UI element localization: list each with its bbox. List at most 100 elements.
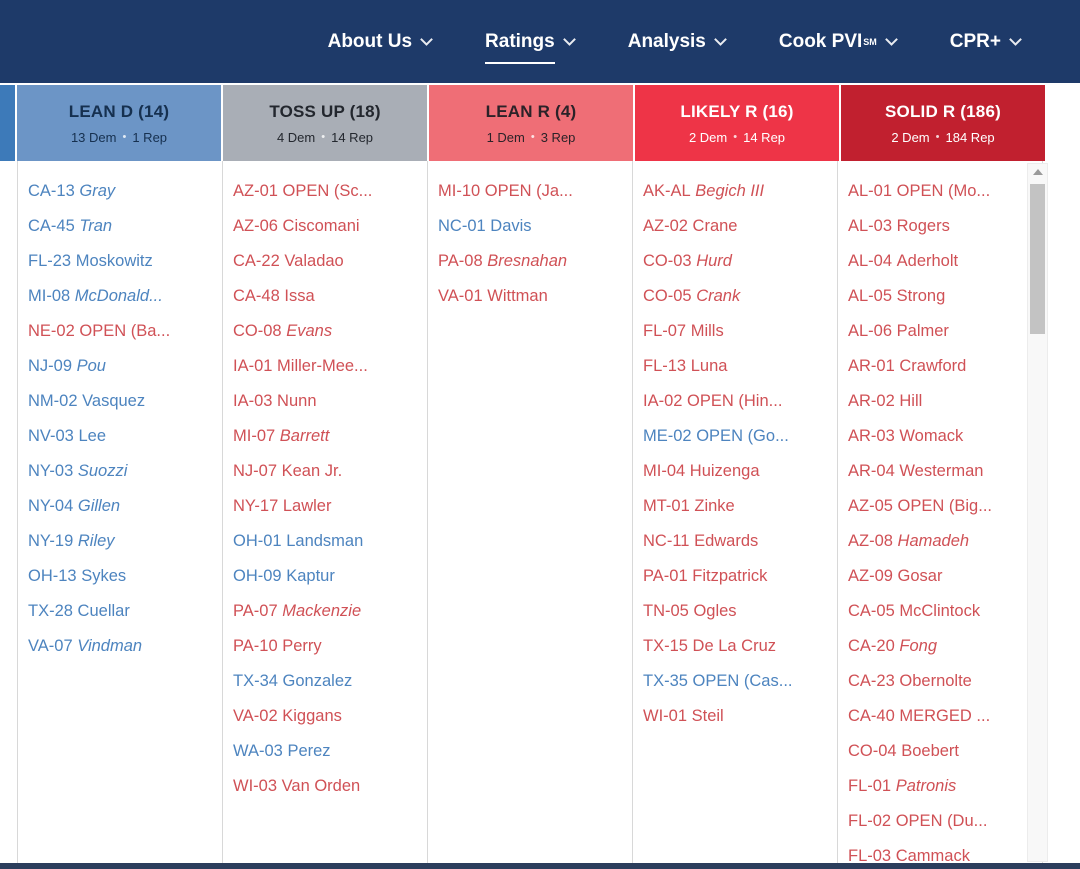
race-item-wi-01[interactable]: WI-01 Steil <box>643 699 837 734</box>
race-item-nc-11[interactable]: NC-11 Edwards <box>643 524 837 559</box>
race-item-ca-20[interactable]: CA-20 Fong <box>848 629 1042 664</box>
race-item-co-03[interactable]: CO-03 Hurd <box>643 244 837 279</box>
race-item-mi-04[interactable]: MI-04 Huizenga <box>643 454 837 489</box>
candidate-name: Aderholt <box>896 252 959 270</box>
nav-item-ratings[interactable]: Ratings <box>485 31 576 64</box>
race-item-pa-01[interactable]: PA-01 Fitzpatrick <box>643 559 837 594</box>
race-item-ar-04[interactable]: AR-04 Westerman <box>848 454 1042 489</box>
nav-item-cpr+[interactable]: CPR+ <box>950 31 1022 53</box>
race-item-co-04[interactable]: CO-04 Boebert <box>848 734 1042 769</box>
race-item-pa-07[interactable]: PA-07 Mackenzie <box>233 594 427 629</box>
race-item-ia-02[interactable]: IA-02 OPEN (Hin... <box>643 384 837 419</box>
scroll-thumb[interactable] <box>1030 184 1045 334</box>
race-item-tx-34[interactable]: TX-34 Gonzalez <box>233 664 427 699</box>
race-item-tn-05[interactable]: TN-05 Ogles <box>643 594 837 629</box>
race-item-pa-10[interactable]: PA-10 Perry <box>233 629 427 664</box>
district-code: AL-06 <box>848 322 893 340</box>
race-item-va-02[interactable]: VA-02 Kiggans <box>233 699 427 734</box>
race-item-ca-05[interactable]: CA-05 McClintock <box>848 594 1042 629</box>
race-item-az-09[interactable]: AZ-09 Gosar <box>848 559 1042 594</box>
district-code: AR-02 <box>848 392 895 410</box>
candidate-name: Mackenzie <box>282 602 362 620</box>
race-item-al-04[interactable]: AL-04 Aderholt <box>848 244 1042 279</box>
race-item-mi-10[interactable]: MI-10 OPEN (Ja... <box>438 174 632 209</box>
race-item-fl-13[interactable]: FL-13 Luna <box>643 349 837 384</box>
race-item-nc-01[interactable]: NC-01 Davis <box>438 209 632 244</box>
race-item-tx-28[interactable]: TX-28 Cuellar <box>28 594 222 629</box>
district-code: CO-03 <box>643 252 692 270</box>
race-item-al-06[interactable]: AL-06 Palmer <box>848 314 1042 349</box>
race-item-ar-03[interactable]: AR-03 Womack <box>848 419 1042 454</box>
race-item-mi-08[interactable]: MI-08 McDonald... <box>28 279 222 314</box>
race-item-nv-03[interactable]: NV-03 Lee <box>28 419 222 454</box>
column-header-solid-r: SOLID R (186) 2 Dem • 184 Rep <box>841 85 1045 161</box>
race-item-pa-08[interactable]: PA-08 Bresnahan <box>438 244 632 279</box>
race-item-ca-48[interactable]: CA-48 Issa <box>233 279 427 314</box>
race-item-wi-03[interactable]: WI-03 Van Orden <box>233 769 427 804</box>
district-code: CO-08 <box>233 322 282 340</box>
race-item-ca-45[interactable]: CA-45 Tran <box>28 209 222 244</box>
district-code: CA-22 <box>233 252 280 270</box>
candidate-name: MERGED ... <box>899 707 991 725</box>
candidate-name: Cuellar <box>77 602 130 620</box>
likely-d-column-edge <box>0 85 15 161</box>
race-item-mt-01[interactable]: MT-01 Zinke <box>643 489 837 524</box>
race-item-me-02[interactable]: ME-02 OPEN (Go... <box>643 419 837 454</box>
race-item-ny-17[interactable]: NY-17 Lawler <box>233 489 427 524</box>
race-item-co-05[interactable]: CO-05 Crank <box>643 279 837 314</box>
race-item-wa-03[interactable]: WA-03 Perez <box>233 734 427 769</box>
race-item-al-01[interactable]: AL-01 OPEN (Mo... <box>848 174 1042 209</box>
race-item-tx-35[interactable]: TX-35 OPEN (Cas... <box>643 664 837 699</box>
race-item-fl-02[interactable]: FL-02 OPEN (Du... <box>848 804 1042 839</box>
district-code: MI-07 <box>233 427 276 445</box>
race-item-az-01[interactable]: AZ-01 OPEN (Sc... <box>233 174 427 209</box>
race-item-oh-09[interactable]: OH-09 Kaptur <box>233 559 427 594</box>
race-item-ny-03[interactable]: NY-03 Suozzi <box>28 454 222 489</box>
candidate-name: Vasquez <box>82 392 146 410</box>
race-item-va-07[interactable]: VA-07 Vindman <box>28 629 222 664</box>
candidate-name: Bresnahan <box>487 252 568 270</box>
nav-item-cook-pvi[interactable]: Cook PVI SM <box>779 31 898 53</box>
race-item-ca-13[interactable]: CA-13 Gray <box>28 174 222 209</box>
district-code: TX-28 <box>28 602 73 620</box>
race-item-az-06[interactable]: AZ-06 Ciscomani <box>233 209 427 244</box>
race-item-az-05[interactable]: AZ-05 OPEN (Big... <box>848 489 1042 524</box>
race-item-ca-23[interactable]: CA-23 Obernolte <box>848 664 1042 699</box>
race-item-fl-23[interactable]: FL-23 Moskowitz <box>28 244 222 279</box>
race-item-nj-09[interactable]: NJ-09 Pou <box>28 349 222 384</box>
race-item-fl-03[interactable]: FL-03 Cammack <box>848 839 1042 863</box>
race-item-ca-22[interactable]: CA-22 Valadao <box>233 244 427 279</box>
district-code: CA-40 <box>848 707 895 725</box>
nav-item-analysis[interactable]: Analysis <box>628 31 727 53</box>
race-item-va-01[interactable]: VA-01 Wittman <box>438 279 632 314</box>
nav-item-about-us[interactable]: About Us <box>328 31 433 53</box>
race-item-fl-01[interactable]: FL-01 Patronis <box>848 769 1042 804</box>
race-item-ak-al[interactable]: AK-AL Begich III <box>643 174 837 209</box>
district-code: AZ-06 <box>233 217 278 235</box>
race-item-fl-07[interactable]: FL-07 Mills <box>643 314 837 349</box>
race-item-al-03[interactable]: AL-03 Rogers <box>848 209 1042 244</box>
race-item-oh-13[interactable]: OH-13 Sykes <box>28 559 222 594</box>
district-code: AL-03 <box>848 217 893 235</box>
rep-count: 3 Rep <box>540 129 576 145</box>
race-item-nj-07[interactable]: NJ-07 Kean Jr. <box>233 454 427 489</box>
race-item-co-08[interactable]: CO-08 Evans <box>233 314 427 349</box>
race-item-ny-04[interactable]: NY-04 Gillen <box>28 489 222 524</box>
race-item-tx-15[interactable]: TX-15 De La Cruz <box>643 629 837 664</box>
race-item-oh-01[interactable]: OH-01 Landsman <box>233 524 427 559</box>
race-item-ia-01[interactable]: IA-01 Miller-Mee... <box>233 349 427 384</box>
race-item-ne-02[interactable]: NE-02 OPEN (Ba... <box>28 314 222 349</box>
race-item-ny-19[interactable]: NY-19 Riley <box>28 524 222 559</box>
race-item-ia-03[interactable]: IA-03 Nunn <box>233 384 427 419</box>
race-item-ar-02[interactable]: AR-02 Hill <box>848 384 1042 419</box>
race-item-mi-07[interactable]: MI-07 Barrett <box>233 419 427 454</box>
race-item-al-05[interactable]: AL-05 Strong <box>848 279 1042 314</box>
race-item-nm-02[interactable]: NM-02 Vasquez <box>28 384 222 419</box>
race-item-az-08[interactable]: AZ-08 Hamadeh <box>848 524 1042 559</box>
race-item-ca-40[interactable]: CA-40 MERGED ... <box>848 699 1042 734</box>
race-item-ar-01[interactable]: AR-01 Crawford <box>848 349 1042 384</box>
solid-r-scrollbar[interactable] <box>1027 163 1048 862</box>
scroll-up-button[interactable] <box>1028 164 1047 180</box>
candidate-name: Begich III <box>695 182 765 200</box>
race-item-az-02[interactable]: AZ-02 Crane <box>643 209 837 244</box>
